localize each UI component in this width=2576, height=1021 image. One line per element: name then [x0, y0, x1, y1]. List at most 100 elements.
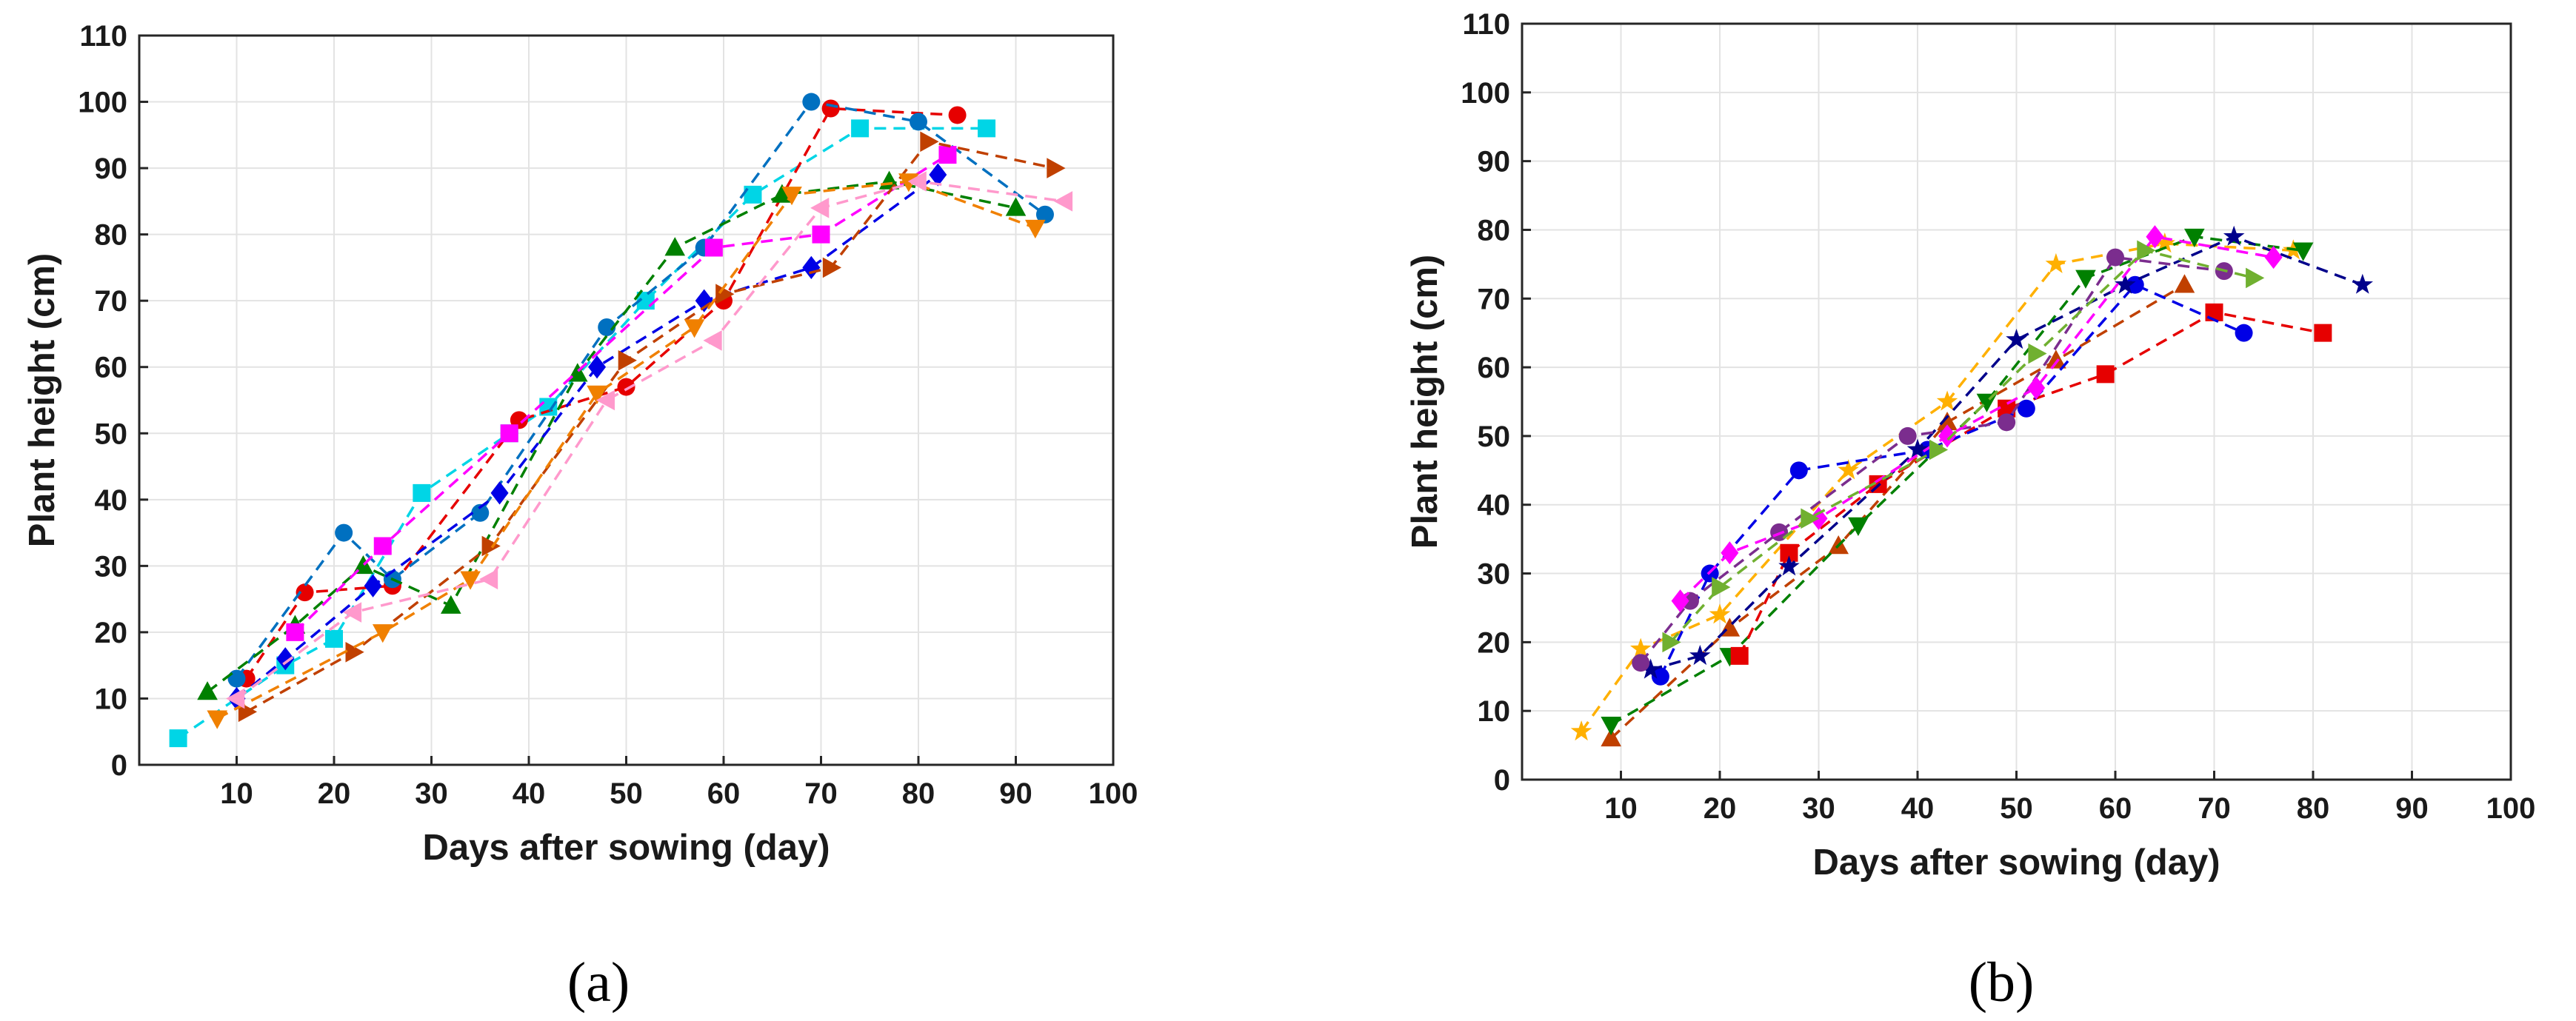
chart-panel-b: 10 20 30 40 50 60 70 80 90 100 0 10 20 30 40 50 60 70 80 90… [1405, 8, 2535, 1014]
x-tick-label: 30 [415, 777, 448, 810]
data-point [704, 238, 723, 257]
subfigure-label: (a) [567, 951, 630, 1014]
data-point [1629, 637, 1652, 658]
data-point [618, 349, 637, 371]
data-point [2006, 329, 2027, 349]
data-point [664, 237, 686, 256]
data-point [2046, 349, 2066, 369]
data-point [2106, 248, 2124, 267]
x-tick-label: 100 [2486, 792, 2536, 825]
x-tick-label: 20 [318, 777, 351, 810]
series-line [245, 140, 1055, 713]
y-tick-label: 90 [1478, 146, 1511, 178]
data-point [1838, 459, 1859, 480]
data-point [1651, 667, 1669, 686]
data-point [851, 119, 870, 138]
data-point [1906, 438, 1929, 459]
data-point [1671, 589, 1689, 613]
x-tick-label: 40 [1901, 792, 1935, 825]
x-tick-label: 30 [1802, 792, 1835, 825]
data-point [587, 385, 607, 404]
data-point [1047, 158, 1066, 178]
data-point [2352, 273, 2373, 294]
data-point [169, 729, 187, 748]
y-tick-label: 60 [1478, 352, 1511, 384]
data-point [588, 355, 607, 379]
x-tick-label: 60 [2099, 792, 2132, 825]
data-point [1801, 508, 1820, 529]
y-tick-label: 70 [95, 285, 128, 318]
data-point [1789, 461, 1808, 480]
x-tick-label: 20 [1704, 792, 1737, 825]
x-tick-label: 50 [610, 777, 643, 810]
y-axis-label: Plant height (cm) [22, 253, 62, 547]
data-point [1712, 577, 1731, 597]
data-point [1929, 439, 1949, 461]
data-point [1662, 632, 1681, 653]
data-point [1937, 411, 1958, 431]
x-tick-label: 70 [804, 777, 838, 810]
data-point [2096, 365, 2115, 384]
data-point [772, 184, 793, 203]
data-point [744, 185, 762, 204]
series-brown-triangle-right [238, 131, 1066, 723]
series-magenta-square [286, 146, 957, 641]
series-line [236, 173, 939, 700]
data-point [1640, 658, 1661, 679]
data-point [802, 93, 821, 111]
series-yellowgreen-triangle-right [1662, 240, 2265, 653]
data-point [810, 198, 830, 218]
y-tick-label: 0 [111, 749, 127, 782]
data-point [372, 624, 393, 643]
data-point [500, 424, 518, 443]
data-point [345, 641, 364, 663]
data-point [471, 503, 490, 522]
data-point [907, 171, 927, 192]
data-point [781, 187, 802, 206]
y-tick-label: 10 [1478, 695, 1511, 728]
data-point [2027, 376, 2046, 400]
data-point [1570, 720, 1592, 741]
x-tick-label: 50 [2000, 792, 2033, 825]
series-red-square [1730, 303, 2332, 665]
data-point [1601, 716, 1621, 736]
y-tick-label: 70 [1478, 283, 1511, 315]
data-point [929, 163, 947, 187]
y-tick-label: 30 [95, 550, 128, 583]
y-tick-label: 100 [1461, 77, 1510, 110]
data-point [920, 131, 939, 153]
y-tick-label: 10 [95, 683, 128, 715]
y-tick-label: 20 [1478, 626, 1511, 659]
data-point [364, 574, 382, 597]
subfigure-label: (b) [1969, 951, 2035, 1014]
data-point [1936, 390, 1958, 411]
data-point [197, 681, 218, 700]
data-point [2137, 240, 2156, 261]
data-point [441, 595, 461, 614]
x-tick-label: 10 [220, 777, 253, 810]
series-line [177, 127, 987, 740]
data-point [207, 710, 227, 729]
data-point [2154, 232, 2175, 253]
data-point [325, 629, 343, 648]
y-tick-label: 60 [95, 352, 128, 384]
series-line [1580, 242, 2294, 733]
data-point [342, 602, 362, 623]
y-tick-label: 80 [1478, 214, 1511, 247]
data-point [821, 99, 840, 118]
y-tick-label: 80 [95, 219, 128, 252]
x-axis-label: Days after sowing (day) [422, 828, 830, 868]
data-point [595, 389, 615, 411]
series-line [245, 107, 958, 680]
x-tick-label: 40 [513, 777, 546, 810]
data-point [2126, 275, 2144, 294]
data-point [2314, 324, 2332, 342]
data-point [812, 225, 830, 244]
series-blue-diamond [227, 163, 947, 711]
data-point [948, 106, 967, 124]
series-line [1650, 235, 2363, 672]
data-point [1778, 555, 1800, 576]
data-point [1053, 191, 1073, 212]
data-point [276, 647, 295, 671]
